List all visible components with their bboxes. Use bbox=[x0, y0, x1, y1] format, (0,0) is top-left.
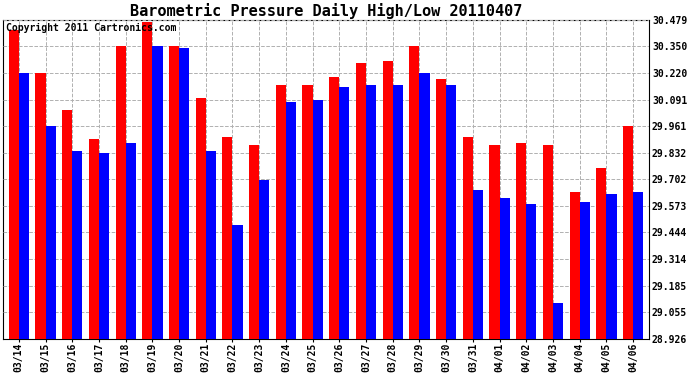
Bar bbox=[196, 98, 206, 339]
Bar bbox=[516, 143, 526, 339]
Bar bbox=[206, 151, 216, 339]
Bar bbox=[126, 143, 136, 339]
Bar bbox=[339, 87, 350, 339]
Bar bbox=[313, 100, 323, 339]
Bar bbox=[179, 48, 189, 339]
Bar bbox=[152, 46, 163, 339]
Bar bbox=[596, 168, 607, 339]
Bar bbox=[623, 126, 633, 339]
Bar bbox=[35, 73, 46, 339]
Bar bbox=[526, 204, 536, 339]
Bar bbox=[222, 137, 233, 339]
Bar bbox=[62, 110, 72, 339]
Bar bbox=[446, 86, 456, 339]
Bar bbox=[19, 73, 29, 339]
Bar bbox=[169, 46, 179, 339]
Bar bbox=[233, 225, 243, 339]
Bar bbox=[115, 46, 126, 339]
Bar bbox=[473, 190, 483, 339]
Bar bbox=[463, 137, 473, 339]
Title: Barometric Pressure Daily High/Low 20110407: Barometric Pressure Daily High/Low 20110… bbox=[130, 3, 522, 19]
Bar bbox=[500, 198, 510, 339]
Bar bbox=[489, 145, 500, 339]
Bar bbox=[249, 145, 259, 339]
Bar bbox=[436, 79, 446, 339]
Bar bbox=[607, 194, 617, 339]
Bar bbox=[72, 151, 82, 339]
Bar bbox=[543, 145, 553, 339]
Bar bbox=[420, 73, 430, 339]
Bar bbox=[383, 61, 393, 339]
Text: Copyright 2011 Cartronics.com: Copyright 2011 Cartronics.com bbox=[6, 23, 177, 33]
Bar bbox=[633, 192, 643, 339]
Bar bbox=[553, 303, 563, 339]
Bar bbox=[9, 30, 19, 339]
Bar bbox=[409, 46, 420, 339]
Bar bbox=[46, 126, 56, 339]
Bar bbox=[286, 102, 296, 339]
Bar bbox=[356, 63, 366, 339]
Bar bbox=[366, 86, 376, 339]
Bar bbox=[142, 22, 152, 339]
Bar bbox=[259, 180, 269, 339]
Bar bbox=[329, 77, 339, 339]
Bar bbox=[569, 192, 580, 339]
Bar bbox=[580, 202, 590, 339]
Bar bbox=[393, 86, 403, 339]
Bar bbox=[99, 153, 109, 339]
Bar bbox=[276, 86, 286, 339]
Bar bbox=[89, 139, 99, 339]
Bar bbox=[302, 86, 313, 339]
